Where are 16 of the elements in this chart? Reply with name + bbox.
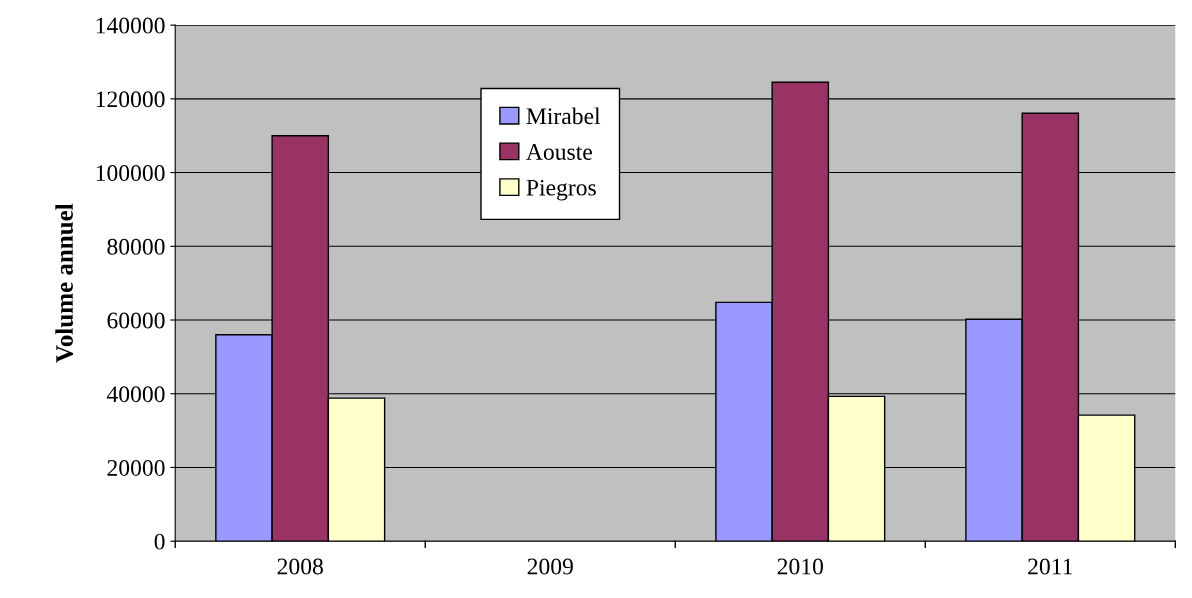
y-tick-label: 140000 [96, 17, 165, 34]
y-axis-title: Volume annuel [55, 203, 74, 363]
legend-label: Aouste [526, 144, 592, 160]
y-tick-label: 60000 [107, 312, 165, 329]
y-tick-label: 40000 [106, 386, 165, 403]
legend-label: Piegros [526, 179, 596, 201]
y-tick-label: 0 [154, 533, 165, 550]
y-tick-label: 120000 [96, 91, 165, 108]
x-tick-label: 2011 [1028, 558, 1073, 575]
x-tick-label: 2009 [527, 558, 573, 575]
x-tick-label: 2008 [277, 558, 323, 575]
y-tick-label: 20000 [107, 459, 165, 476]
y-tick-label: 100000 [96, 165, 165, 181]
y-tick-label: 80000 [107, 238, 165, 255]
legend-label: Mirabel [526, 107, 601, 125]
x-tick-label: 2010 [777, 558, 823, 575]
